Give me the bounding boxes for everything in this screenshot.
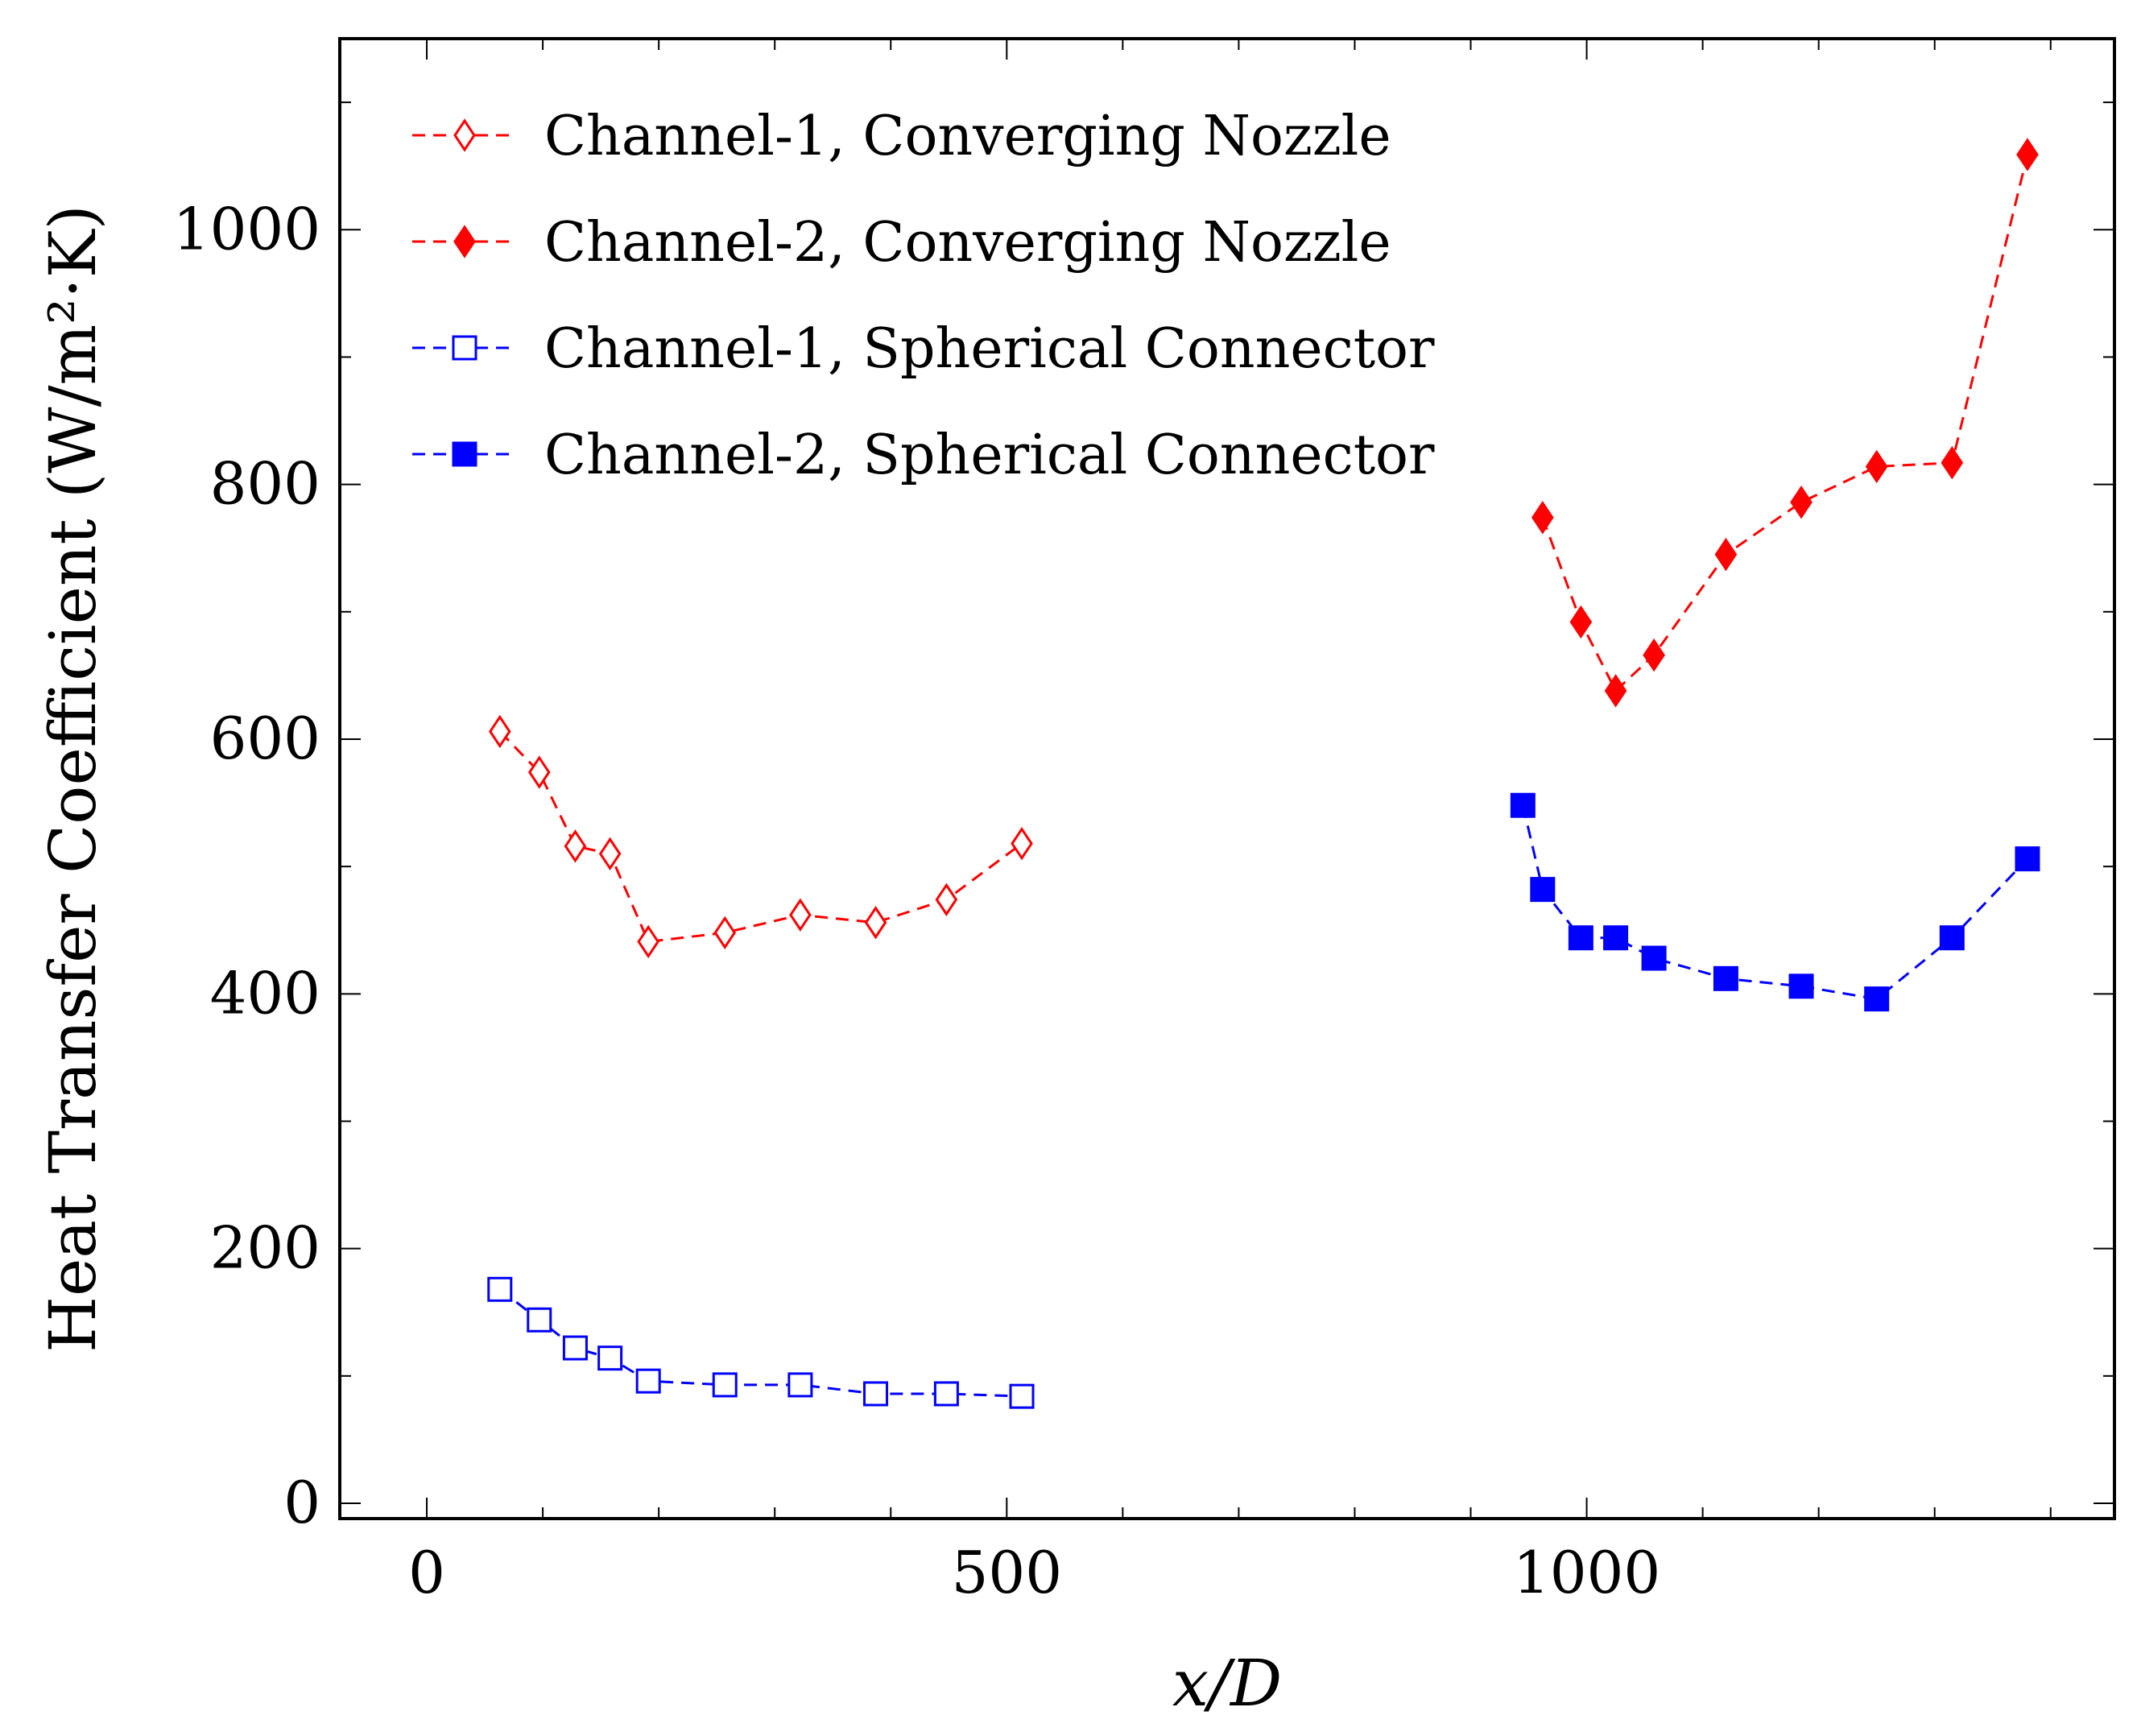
x-tick-label: 500 <box>952 1539 1062 1606</box>
data-point-marker <box>487 1276 513 1302</box>
data-point-marker <box>488 714 511 749</box>
legend-item: Channel-2, Spherical Connector <box>412 424 1435 487</box>
legend-item: Channel-1, Converging Nozzle <box>412 105 1391 168</box>
data-point-marker <box>864 906 887 940</box>
series-3 <box>487 1276 1035 1409</box>
data-point-marker <box>1788 973 1814 999</box>
data-point-marker <box>1714 537 1738 572</box>
x-tick-label: 0 <box>408 1539 445 1606</box>
series-line <box>1521 804 2029 1001</box>
y-tick-label: 600 <box>210 705 320 772</box>
data-point-marker <box>1568 925 1593 951</box>
data-point-marker <box>1939 925 1965 951</box>
series-1 <box>488 714 1033 959</box>
data-point-marker <box>789 898 812 932</box>
data-point-marker <box>1643 638 1665 672</box>
data-point-marker <box>713 916 737 950</box>
y-tick-label: 1000 <box>173 195 320 262</box>
data-point-marker <box>452 441 477 467</box>
data-point-marker <box>527 755 551 789</box>
data-point-marker <box>1530 877 1556 903</box>
data-point-marker <box>712 1372 738 1398</box>
y-axis-label: Heat Transfer Coefficient (W/m²·K) <box>35 205 110 1353</box>
data-point-marker <box>1865 449 1888 484</box>
data-point-marker <box>453 118 476 152</box>
data-point-marker <box>637 924 659 959</box>
data-point-marker <box>935 882 958 916</box>
plot-area <box>338 37 2116 1520</box>
data-point-marker <box>1531 501 1554 535</box>
legend-item: Channel-1, Spherical Connector <box>412 317 1435 381</box>
data-point-marker <box>1790 486 1813 519</box>
data-point-marker <box>562 1335 588 1361</box>
data-point-marker <box>1604 674 1627 708</box>
data-point-marker <box>597 1345 623 1371</box>
y-tick-label: 200 <box>210 1214 320 1282</box>
legend-label: Channel-2, Converging Nozzle <box>544 211 1391 275</box>
data-point-marker <box>1603 925 1629 951</box>
x-tick-label: 1000 <box>1513 1539 1660 1606</box>
tick-marks <box>340 39 2114 1519</box>
legend-label: Channel-1, Converging Nozzle <box>544 105 1391 168</box>
data-point-marker <box>933 1381 959 1407</box>
data-point-marker <box>1713 965 1738 991</box>
y-tick-label: 400 <box>210 959 320 1027</box>
data-point-marker <box>453 225 476 258</box>
legend-label: Channel-1, Spherical Connector <box>544 317 1435 381</box>
data-point-marker <box>2015 846 2040 872</box>
data-point-marker <box>598 837 622 871</box>
data-point-marker <box>863 1381 889 1407</box>
data-point-marker <box>787 1372 813 1398</box>
data-point-marker <box>1641 945 1667 971</box>
data-point-marker <box>1941 446 1964 480</box>
series-line <box>498 1288 1023 1398</box>
y-tick-label: 0 <box>283 1469 320 1536</box>
series-line <box>1541 154 2029 693</box>
legend-label: Channel-2, Spherical Connector <box>544 424 1435 487</box>
data-point-marker <box>1009 1383 1035 1409</box>
data-point-marker <box>1864 986 1890 1012</box>
data-point-marker <box>635 1368 661 1394</box>
data-point-marker <box>564 829 587 863</box>
data-point-marker <box>2016 138 2039 172</box>
legend-item: Channel-2, Converging Nozzle <box>412 211 1391 275</box>
data-point-marker <box>452 335 477 361</box>
series-2 <box>1531 138 2039 708</box>
data-point-marker <box>527 1307 552 1333</box>
series-4 <box>1510 792 2040 1012</box>
data-point-marker <box>1011 826 1033 861</box>
y-tick-label: 800 <box>210 450 320 518</box>
data-point-marker <box>1569 605 1593 639</box>
series-layer <box>487 138 2040 1409</box>
x-axis-label: x/D <box>1172 1646 1282 1721</box>
tick-labels: 0 500 1000 0 200 400 600 800 1000 <box>173 195 1660 1606</box>
legend: Channel-1, Converging Nozzle Channel-2, C… <box>412 105 1435 487</box>
data-point-marker <box>1510 792 1536 818</box>
